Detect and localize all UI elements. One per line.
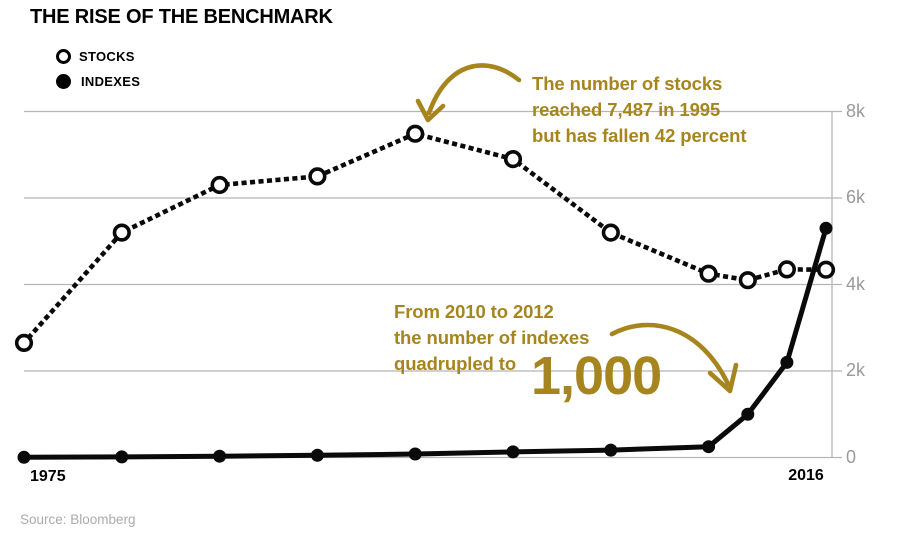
legend-item-stocks: STOCKS	[56, 44, 140, 69]
stocks-series	[14, 124, 836, 353]
stocks-data-point	[601, 223, 620, 242]
annotation-big-value: 1,000	[531, 346, 662, 406]
annotation-line: the number of indexes	[394, 327, 590, 348]
indexes-series	[17, 221, 833, 464]
y-axis-tick-label: 4k	[846, 273, 866, 294]
source-credit: Source: Bloomberg	[20, 512, 136, 527]
filled-circle-icon	[56, 74, 71, 89]
indexes-data-point	[819, 221, 833, 235]
stocks-data-point	[699, 264, 718, 283]
stocks-data-point	[816, 260, 836, 279]
legend-item-indexes: INDEXES	[56, 69, 140, 94]
open-circle-icon	[56, 49, 71, 64]
stocks-data-point	[210, 175, 229, 195]
indexes-data-point	[780, 355, 794, 369]
stocks-data-point	[738, 271, 757, 290]
page-title: THE RISE OF THE BENCHMARK	[30, 6, 333, 28]
curved-arrow-icon	[609, 322, 731, 387]
arrowhead-icon	[415, 98, 446, 123]
arrowhead-icon	[707, 362, 739, 394]
annotation-line: but has fallen 42 percent	[532, 125, 747, 146]
annotation-line: The number of stocks	[532, 73, 723, 94]
stocks-data-point	[308, 167, 327, 186]
x-axis-label-1975: 1975	[30, 468, 66, 485]
indexes-data-point	[213, 449, 227, 463]
indexes-data-point	[506, 445, 520, 459]
stocks-data-point	[14, 333, 34, 353]
y-axis-tick-label: 6k	[846, 187, 866, 207]
indexes-data-point	[702, 440, 716, 454]
annotation-arrows	[415, 63, 739, 394]
annotation-line: quadrupled to	[394, 353, 517, 374]
annotation-line: reached 7,487 in 1995	[532, 99, 721, 120]
indexes-data-point	[17, 450, 31, 464]
y-axis-tick-label: 2k	[846, 360, 866, 380]
y-axis-tick-label: 8k	[846, 100, 866, 121]
grid-group	[24, 110, 842, 459]
chart-legend: STOCKS INDEXES	[56, 44, 140, 94]
annotation-indexes: From 2010 to 2012 the number of indexes …	[394, 299, 589, 377]
legend-label-stocks: STOCKS	[79, 49, 135, 64]
y-axis-tick-label: 0	[846, 446, 857, 467]
indexes-data-point	[310, 448, 324, 462]
stocks-data-point	[503, 150, 523, 169]
annotation-stocks: The number of stocks reached 7,487 in 19…	[532, 71, 747, 149]
indexes-data-point	[115, 450, 129, 464]
legend-label-indexes: INDEXES	[81, 74, 141, 89]
indexes-data-point	[408, 447, 422, 461]
curved-arrow-icon	[426, 63, 522, 116]
indexes-data-point	[741, 407, 755, 421]
stocks-data-point	[112, 223, 131, 242]
indexes-data-point	[604, 443, 618, 457]
annotation-line: From 2010 to 2012	[394, 301, 554, 322]
stocks-data-point	[777, 260, 797, 279]
stocks-data-point	[406, 124, 425, 143]
x-axis-label-2016: 2016	[788, 467, 824, 484]
